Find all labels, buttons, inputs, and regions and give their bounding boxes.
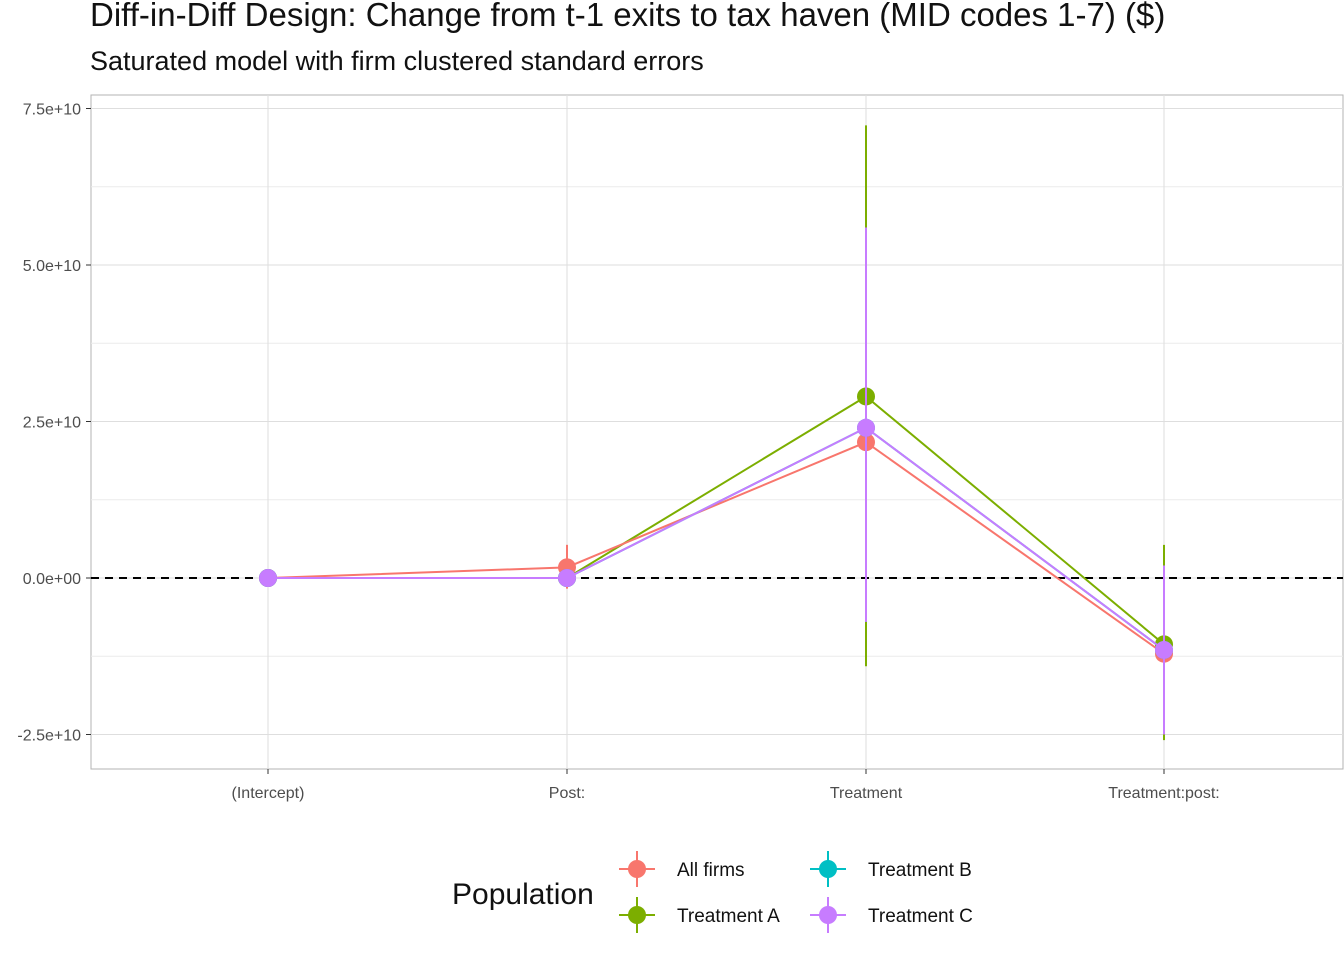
chart-subtitle: Saturated model with firm clustered stan… <box>90 46 704 76</box>
legend-key-point <box>628 860 646 878</box>
data-point <box>558 569 576 587</box>
legend-label: Treatment C <box>868 906 973 927</box>
panel-border <box>90 94 1344 770</box>
legend-label: Treatment B <box>868 860 972 881</box>
legend: Population All firms Treatment A Treatment … <box>452 851 973 933</box>
legend-item-treatment-a: Treatment A <box>619 897 780 933</box>
legend-item-treatment-b: Treatment B <box>810 851 972 887</box>
data-point <box>259 569 277 587</box>
legend-item-treatment-c: Treatment C <box>810 897 973 933</box>
y-tick-label: 0.0e+00 <box>23 571 81 588</box>
series-all-firms <box>259 433 1173 663</box>
series-line <box>268 426 1165 651</box>
axes: -2.5e+10 0.0e+00 2.5e+10 5.0e+10 7.5e+10 (Int… <box>17 102 1343 802</box>
x-tick-label: Post: <box>549 785 585 802</box>
x-tick-label: Treatment:post: <box>1108 785 1219 802</box>
series-layer <box>259 125 1173 741</box>
legend-key-point <box>628 906 646 924</box>
legend-title: Population <box>452 878 594 911</box>
series-treatment-c <box>259 227 1173 735</box>
legend-key-point <box>819 906 837 924</box>
x-tick-label: (Intercept) <box>232 785 305 802</box>
legend-label: Treatment A <box>677 906 780 927</box>
x-tick-label: Treatment <box>830 785 903 802</box>
legend-label: All firms <box>677 860 745 881</box>
data-point <box>857 418 875 437</box>
y-tick-label: -2.5e+10 <box>17 728 81 745</box>
series-treatment-a <box>259 125 1173 741</box>
series-line <box>268 426 1165 651</box>
data-point <box>1155 640 1173 659</box>
y-tick-label: 7.5e+10 <box>23 102 81 119</box>
y-tick-label: 5.0e+10 <box>23 258 81 275</box>
series-treatment-b <box>259 227 1173 735</box>
grid <box>90 94 1344 770</box>
y-tick-label: 2.5e+10 <box>23 415 81 432</box>
chart-title: Diff-in-Diff Design: Change from t-1 exi… <box>90 0 1166 33</box>
legend-item-all-firms: All firms <box>619 851 745 887</box>
series-line <box>267 441 1165 655</box>
series-line <box>268 395 1165 646</box>
legend-key-point <box>819 860 837 878</box>
